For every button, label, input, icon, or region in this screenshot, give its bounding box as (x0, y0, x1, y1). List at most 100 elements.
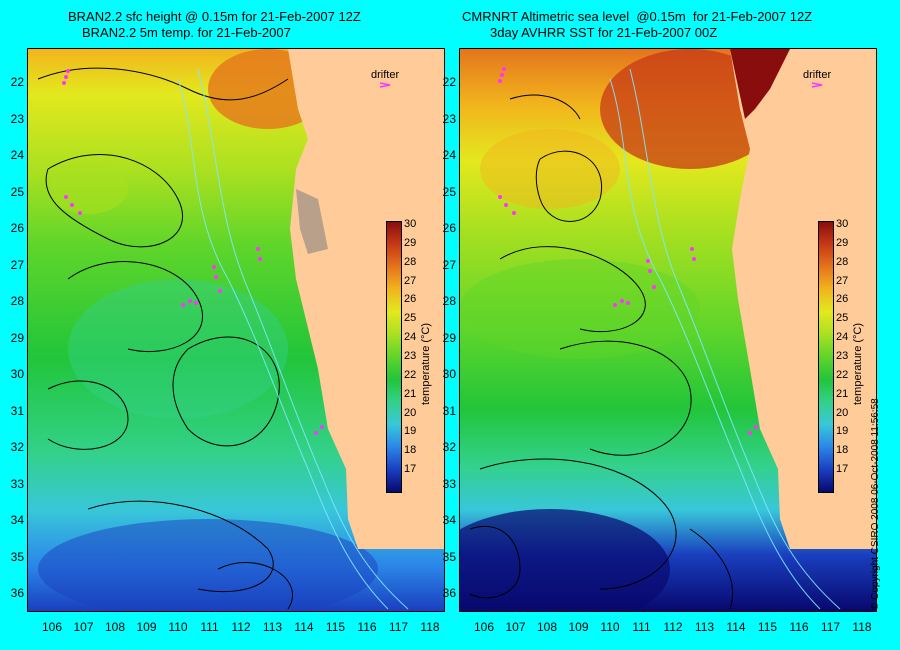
colorbar-tick-label: 23 (404, 350, 417, 362)
sea-level-contours (37, 67, 294, 610)
right-drifter-legend: drifter (803, 69, 832, 81)
right-sst-map (460, 49, 876, 611)
shark-bay-land (296, 189, 328, 254)
longitude-label: 112 (231, 620, 251, 634)
longitude-label: 113 (262, 620, 283, 634)
colorbar-tick-label: 19 (404, 425, 417, 438)
colorbar-tick-label: 27 (836, 274, 849, 287)
longitude-label: 118 (852, 620, 872, 634)
colorbar-tick-label: 28 (404, 255, 417, 268)
colorbar-tick-label: 18 (404, 444, 417, 457)
latitude-label: 34 (10, 513, 24, 527)
longitude-label: 109 (136, 620, 157, 634)
latitude-label: 25 (442, 184, 456, 199)
latitude-label: 26 (442, 221, 456, 235)
longitude-label: 111 (632, 620, 651, 634)
longitude-label: 114 (294, 620, 314, 634)
latitude-label: 29 (10, 330, 24, 345)
latitude-label: 36 (442, 586, 456, 600)
longitude-label: 116 (789, 620, 809, 634)
longitude-label: 115 (757, 620, 778, 634)
latitude-label: 34 (442, 513, 456, 527)
bathymetry-contours (177, 68, 409, 610)
longitude-label: 110 (168, 620, 188, 634)
colorbar-tick-label: 22 (404, 368, 417, 381)
longitude-label: 106 (473, 620, 495, 634)
colorbar-tick-label: 28 (836, 255, 849, 268)
latitude-label: 23 (10, 111, 24, 126)
left-drifter-legend: drifter (371, 69, 400, 81)
longitude-label: 114 (726, 620, 746, 634)
latitude-label: 35 (10, 549, 24, 564)
latitude-label: 23 (442, 111, 456, 126)
longitude-label: 110 (600, 620, 620, 634)
latitude-label: 36 (10, 586, 24, 600)
colorbar-tick-label: 21 (404, 387, 417, 400)
longitude-label: 108 (536, 620, 558, 634)
longitude-label: 115 (325, 620, 346, 634)
bathymetry-contours (609, 68, 841, 610)
latitude-label: 35 (442, 549, 456, 564)
land-western-australia (730, 49, 876, 549)
longitude-label: 108 (104, 620, 126, 634)
left-colorbar (386, 221, 402, 493)
left-map-panel: drifter (27, 48, 445, 612)
left-sst-map (28, 49, 444, 611)
latitude-label: 29 (442, 330, 456, 345)
colorbar-tick-label: 26 (404, 293, 417, 306)
latitude-label: 25 (10, 184, 24, 199)
colorbar-tick-label: 27 (404, 274, 417, 287)
latitude-label: 24 (10, 148, 24, 162)
longitude-label: 112 (663, 620, 683, 634)
longitude-label: 111 (200, 620, 219, 634)
right-colorbar (818, 221, 834, 493)
latitude-label: 30 (10, 367, 24, 381)
drifter-tracks (62, 69, 324, 435)
longitude-label: 113 (694, 620, 715, 634)
latitude-label: 27 (10, 257, 24, 272)
colorbar-tick-label: 29 (836, 236, 849, 249)
colorbar-tick-label: 20 (836, 406, 849, 419)
latitude-label: 33 (442, 476, 456, 491)
left-title-line2: BRAN2.2 5m temp. for 21-Feb-2007 (82, 25, 291, 40)
colorbar-tick-label: 26 (836, 293, 849, 306)
land-western-australia (288, 49, 444, 549)
latitude-label: 24 (442, 148, 456, 162)
colorbar-tick-label: 19 (836, 425, 849, 438)
right-title-line1: CMRNRT Altimetric sea level @0.15m for 2… (462, 9, 813, 24)
colorbar-tick-label: 24 (836, 331, 849, 344)
colorbar-tick-label: 29 (404, 236, 417, 249)
left-title-line1: BRAN2.2 sfc height @ 0.15m for 21-Feb-20… (68, 9, 361, 24)
longitude-label: 118 (420, 620, 440, 634)
colorbar-tick-label: 20 (404, 406, 417, 419)
longitude-label: 109 (568, 620, 589, 634)
colorbar-tick-label: 21 (836, 387, 849, 400)
latitude-label: 28 (442, 294, 456, 308)
colorbar-tick-label: 17 (836, 463, 849, 476)
latitude-label: 31 (442, 403, 456, 418)
latitude-label: 31 (10, 403, 24, 418)
latitude-label: 30 (442, 367, 456, 381)
right-colorbar-title: temperature (°C) (852, 322, 864, 405)
drifter-tracks (498, 67, 758, 435)
latitude-label: 33 (10, 476, 24, 491)
copyright-text: © Copyright CSIRO 2008 06-Oct-2008 11:56… (870, 398, 881, 610)
latitude-label: 26 (10, 221, 24, 235)
hot-land-strip (730, 49, 790, 119)
right-map-panel: drifter (459, 48, 877, 612)
latitude-label: 28 (10, 294, 24, 308)
colorbar-tick-label: 18 (836, 444, 849, 457)
longitude-label: 107 (505, 620, 526, 634)
colorbar-tick-label: 23 (836, 350, 849, 362)
longitude-label: 116 (357, 620, 377, 634)
latitude-label: 32 (10, 440, 24, 454)
colorbar-tick-label: 30 (404, 218, 417, 230)
right-title-line2: 3day AVHRR SST for 21-Feb-2007 00Z (490, 25, 718, 40)
latitude-label: 32 (442, 440, 456, 454)
longitude-label: 117 (388, 620, 409, 634)
longitude-label: 117 (820, 620, 841, 634)
colorbar-tick-label: 25 (836, 312, 849, 325)
sea-level-contours (469, 94, 734, 610)
colorbar-tick-label: 17 (404, 463, 417, 476)
longitude-label: 107 (73, 620, 94, 634)
